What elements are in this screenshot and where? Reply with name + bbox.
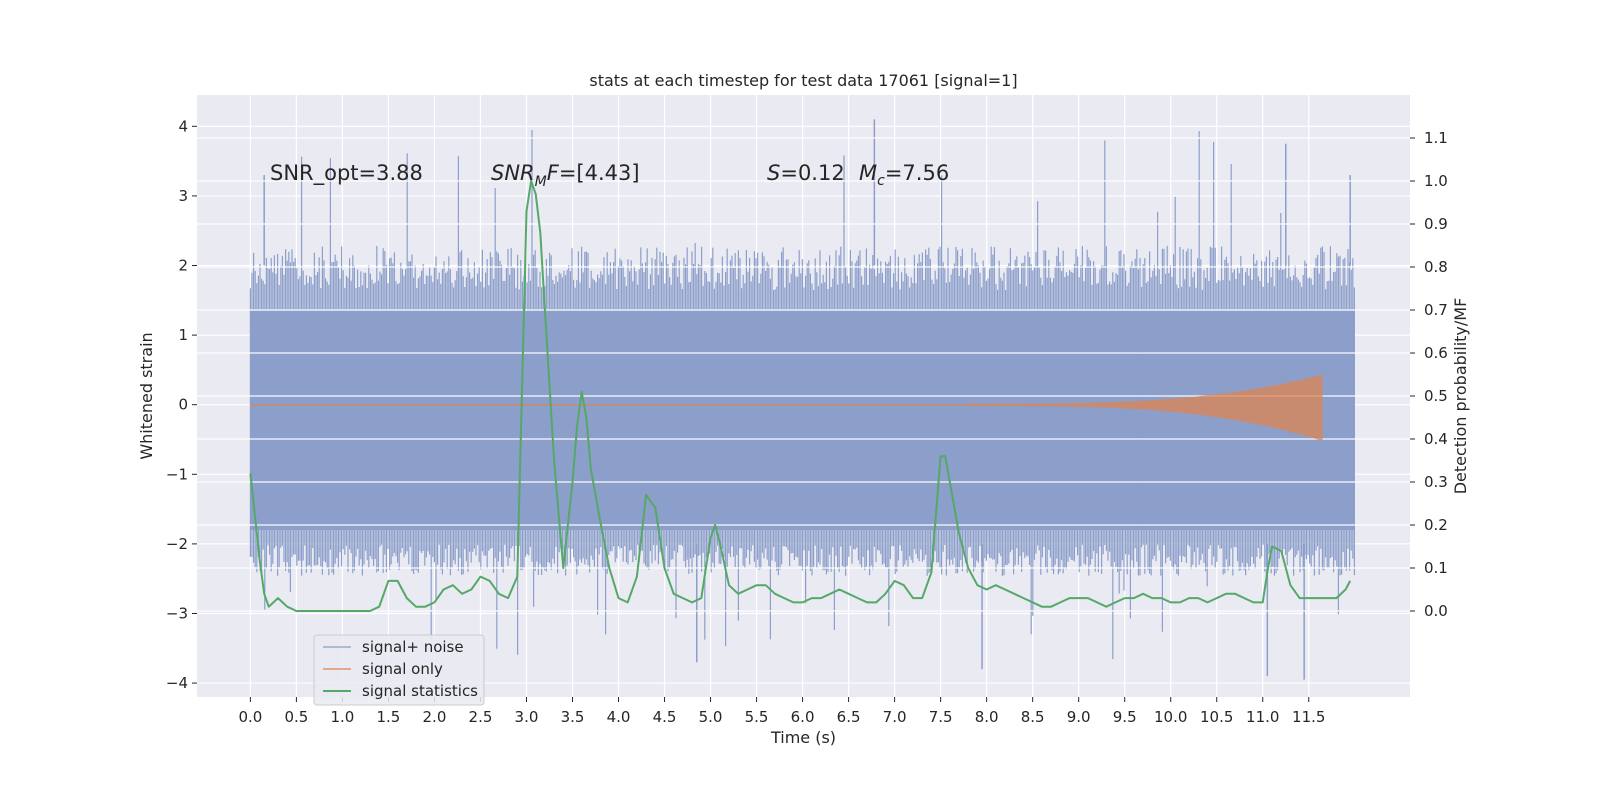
x-tick-label: 6.5 <box>837 708 861 726</box>
left-tick-label: −2 <box>166 535 188 553</box>
x-tick-label: 8.0 <box>975 708 999 726</box>
legend: signal+ noise signal only signal statist… <box>313 634 485 706</box>
right-axis-ticks: 0.0 0.1 0.2 0.3 0.4 0.5 0.6 0.7 0.8 0.9 1.0 1.1 <box>1410 129 1448 620</box>
right-tick-label: 0.1 <box>1424 559 1448 577</box>
left-axis-ticks: −4 −3 −2 −1 0 1 2 3 4 <box>166 117 197 692</box>
noise-spikes <box>249 130 1355 660</box>
mc-symbol: M <box>859 161 877 185</box>
x-tick-label: 5.0 <box>699 708 723 726</box>
right-gridlines <box>197 137 1410 612</box>
x-tick-label: 8.5 <box>1021 708 1045 726</box>
x-tick-label: 1.0 <box>330 708 354 726</box>
snr-mf-symbol: SNR <box>491 161 535 185</box>
left-axis-label: Whitened strain <box>137 332 156 459</box>
right-tick-label: 0.4 <box>1424 430 1448 448</box>
x-tick-label: 5.5 <box>745 708 769 726</box>
x-tick-label: 2.0 <box>423 708 447 726</box>
x-tick-label: 6.0 <box>791 708 815 726</box>
x-tick-label: 3.0 <box>515 708 539 726</box>
x-tick-label: 0.0 <box>238 708 262 726</box>
x-tick-label: 10.5 <box>1200 708 1233 726</box>
x-tick-label: 10.0 <box>1154 708 1187 726</box>
x-tick-label: 7.5 <box>929 708 953 726</box>
left-tick-label: 2 <box>178 257 188 275</box>
x-tick-label: 9.5 <box>1113 708 1137 726</box>
s-annotation: S=0.12 <box>767 161 845 185</box>
left-tick-label: −3 <box>166 604 188 622</box>
left-tick-label: 0 <box>178 396 188 414</box>
x-tick-label: 4.5 <box>653 708 677 726</box>
mc-subscript: c <box>877 173 885 189</box>
x-tick-label: 7.0 <box>883 708 907 726</box>
signal-statistics-series <box>249 180 1352 612</box>
snr-mf-symbol-tail: F <box>547 161 560 185</box>
right-tick-label: 1.1 <box>1424 129 1448 147</box>
x-tick-label: 1.5 <box>376 708 400 726</box>
snr-mf-annotation: SNRMF=[4.43] <box>491 161 640 190</box>
right-tick-label: 0.0 <box>1424 602 1448 620</box>
mc-value: =7.56 <box>885 161 949 185</box>
right-tick-label: 0.6 <box>1424 344 1448 362</box>
right-axis-label: Detection probability/MF <box>1451 298 1470 495</box>
left-tick-label: 3 <box>178 187 188 205</box>
x-tick-label: 2.5 <box>469 708 493 726</box>
x-tick-label: 0.5 <box>284 708 308 726</box>
mc-annotation: Mc=7.56 <box>859 161 949 189</box>
signal-noise-series <box>249 119 1355 680</box>
statistics-line <box>249 180 1352 612</box>
signal-only-series <box>250 374 1323 441</box>
x-tick-label: 11.0 <box>1246 708 1279 726</box>
right-tick-label: 0.7 <box>1424 301 1448 319</box>
x-axis-ticks: 0.0 0.5 1.0 1.5 2.0 2.5 3.0 3.5 4.0 4.5 5.0 5.5 6.0 6… <box>238 697 1325 726</box>
chirp-envelope <box>968 374 1323 441</box>
legend-label-signal-noise: signal+ noise <box>362 638 464 656</box>
legend-label-signal-statistics: signal statistics <box>362 682 478 700</box>
right-tick-label: 0.8 <box>1424 258 1448 276</box>
right-tick-label: 0.5 <box>1424 387 1448 405</box>
right-tick-label: 1.0 <box>1424 172 1448 190</box>
left-tick-label: −4 <box>166 674 188 692</box>
x-tick-label: 3.5 <box>561 708 585 726</box>
left-tick-label: 4 <box>178 117 188 135</box>
x-tick-label: 4.0 <box>607 708 631 726</box>
right-tick-label: 0.2 <box>1424 516 1448 534</box>
s-value: =0.12 <box>780 161 844 185</box>
legend-label-signal-only: signal only <box>362 660 443 678</box>
legend-box <box>313 634 485 706</box>
left-tick-label: 1 <box>178 326 188 344</box>
right-tick-label: 0.3 <box>1424 473 1448 491</box>
x-tick-label: 11.5 <box>1292 708 1325 726</box>
x-tick-label: 9.0 <box>1067 708 1091 726</box>
snr-mf-value: =[4.43] <box>559 161 640 185</box>
x-axis-label: Time (s) <box>770 728 836 747</box>
right-tick-label: 0.9 <box>1424 215 1448 233</box>
snr-mf-subscript: M <box>535 174 547 190</box>
s-symbol: S <box>767 161 780 185</box>
chart-title: stats at each timestep for test data 170… <box>589 71 1017 90</box>
left-tick-label: −1 <box>166 465 188 483</box>
snr-opt-annotation: SNR_opt=3.88 <box>270 161 423 186</box>
